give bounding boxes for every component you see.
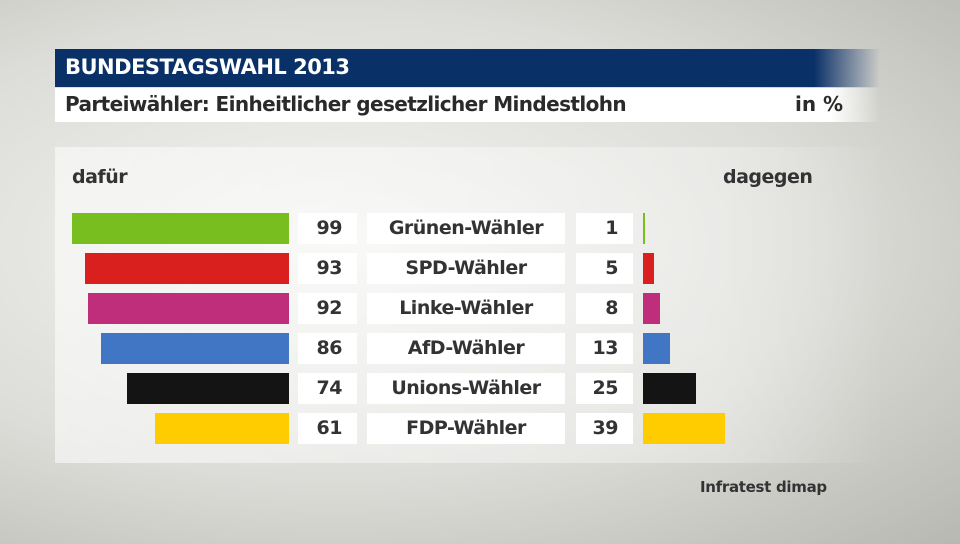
bar-dagegen xyxy=(643,293,660,324)
value-dagegen: 25 xyxy=(576,373,633,404)
value-dafuer: 61 xyxy=(298,413,357,444)
header-title: BUNDESTAGSWAHL 2013 xyxy=(65,55,350,79)
category-label: AfD-Wähler xyxy=(367,333,565,364)
bar-dagegen xyxy=(643,413,725,444)
bar-dafuer xyxy=(72,213,289,244)
value-dagegen: 1 xyxy=(576,213,633,244)
bar-dagegen xyxy=(643,373,696,404)
unit-label: in % xyxy=(795,92,844,116)
header-bar: BUNDESTAGSWAHL 2013 xyxy=(55,49,880,87)
category-label: SPD-Wähler xyxy=(367,253,565,284)
value-dagegen: 13 xyxy=(576,333,633,364)
category-label: Grünen-Wähler xyxy=(367,213,565,244)
bar-dafuer xyxy=(155,413,289,444)
value-dafuer: 92 xyxy=(298,293,357,324)
bar-dafuer xyxy=(100,333,289,364)
bar-dagegen xyxy=(643,213,646,244)
value-dagegen: 5 xyxy=(576,253,633,284)
left-label: dafür xyxy=(72,166,128,188)
bar-dafuer xyxy=(85,253,289,284)
source-label: Infratest dimap xyxy=(700,478,827,496)
value-dagegen: 39 xyxy=(576,413,633,444)
bar-dagegen xyxy=(643,253,654,284)
value-dafuer: 99 xyxy=(298,213,357,244)
category-label: FDP-Wähler xyxy=(367,413,565,444)
chart-subtitle: Parteiwähler: Einheitlicher gesetzlicher… xyxy=(65,92,627,116)
bar-dafuer xyxy=(126,373,289,404)
value-dagegen: 8 xyxy=(576,293,633,324)
right-label: dagegen xyxy=(723,166,813,188)
bar-dagegen xyxy=(643,333,671,364)
category-label: Linke-Wähler xyxy=(367,293,565,324)
value-dafuer: 86 xyxy=(298,333,357,364)
bar-dafuer xyxy=(87,293,289,324)
value-dafuer: 74 xyxy=(298,373,357,404)
category-label: Unions-Wähler xyxy=(367,373,565,404)
subtitle-bar: Parteiwähler: Einheitlicher gesetzlicher… xyxy=(55,88,880,122)
value-dafuer: 93 xyxy=(298,253,357,284)
